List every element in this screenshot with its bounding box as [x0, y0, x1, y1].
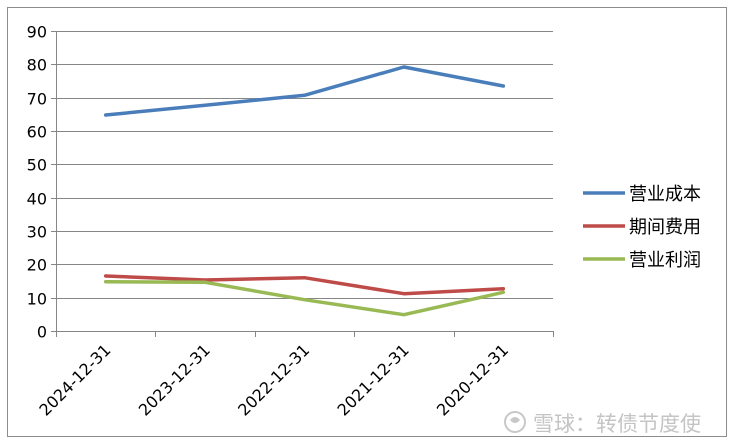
y-tick-label: 20 [27, 256, 47, 275]
y-tick-label: 50 [27, 156, 47, 175]
data-point [303, 93, 306, 97]
y-tick-label: 30 [27, 223, 47, 242]
y-tick-label: 40 [27, 190, 47, 209]
y-tick-label: 70 [27, 90, 47, 109]
y-tick-label: 0 [37, 323, 47, 342]
watermark: 雪球：转债节度使 [504, 411, 701, 436]
legend-label: 营业成本 [629, 184, 701, 205]
data-point [303, 276, 306, 280]
data-point [203, 280, 207, 284]
data-point [501, 287, 505, 291]
series-lines [103, 65, 506, 317]
watermark-text: 雪球：转债节度使 [533, 412, 701, 436]
data-point [402, 65, 406, 69]
y-axis-tick-labels: 0 10 20 30 40 50 60 70 80 90 [27, 23, 47, 342]
data-point [303, 298, 306, 302]
data-point [104, 274, 108, 278]
data-point [104, 280, 108, 284]
y-tick-label: 60 [27, 123, 47, 142]
legend-label: 期间费用 [629, 217, 701, 238]
y-tick-label: 90 [27, 23, 47, 42]
data-point [402, 292, 406, 296]
data-point [402, 313, 406, 317]
data-point [501, 290, 505, 294]
snowball-logo-icon [504, 411, 526, 433]
y-tick-label: 80 [27, 56, 47, 75]
data-point [203, 103, 207, 107]
legend-label: 营业利润 [629, 250, 701, 271]
data-point [104, 113, 108, 117]
y-tick-label: 10 [27, 290, 47, 309]
data-point [501, 84, 505, 88]
axes [51, 31, 554, 337]
